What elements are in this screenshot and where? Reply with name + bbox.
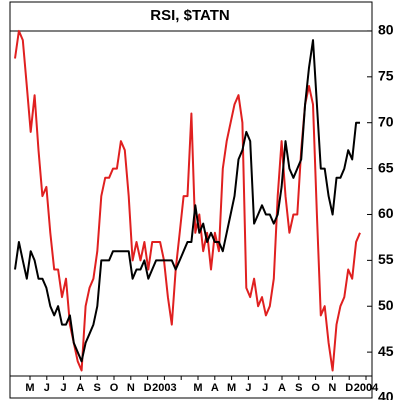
x-tick-label: O: [311, 382, 320, 394]
x-tick-label: N: [328, 382, 336, 394]
y-tick-label: 80: [378, 22, 394, 38]
chart-title: RSI, $TATN: [150, 7, 229, 24]
y-tick-label: 65: [378, 159, 394, 175]
plot-frame: [9, 1, 373, 399]
x-tick-label: D: [144, 382, 152, 394]
y-tick-label: 70: [378, 113, 394, 129]
x-tick-label: 2003: [152, 382, 176, 394]
y-tick-label: 50: [378, 297, 394, 313]
y-tick-label: 55: [378, 251, 394, 267]
y-tick-label: 60: [378, 205, 394, 221]
x-tick-label: D: [345, 382, 353, 394]
x-tick-label: J: [61, 382, 67, 394]
x-tick-label: J: [44, 382, 50, 394]
y-tick-label: 75: [378, 68, 394, 84]
rsi-line: [14, 39, 360, 363]
x-tick-label: S: [94, 382, 101, 394]
x-tick-label: A: [211, 382, 219, 394]
x-tick-label: M: [25, 382, 34, 394]
x-tick-label: M: [227, 382, 236, 394]
y-tick-label: 45: [378, 343, 394, 359]
x-tick-label: M: [193, 382, 202, 394]
x-tick-label: N: [127, 382, 135, 394]
y-tick-label: 40: [378, 389, 394, 400]
x-tick-label: J: [262, 382, 268, 394]
x-tick-label: J: [245, 382, 251, 394]
x-tick-label: O: [110, 382, 119, 394]
x-tick-label: 2004: [354, 382, 379, 394]
x-tick-label: A: [278, 382, 286, 394]
x-tick-label: S: [295, 382, 302, 394]
x-tick-label: A: [76, 382, 84, 394]
